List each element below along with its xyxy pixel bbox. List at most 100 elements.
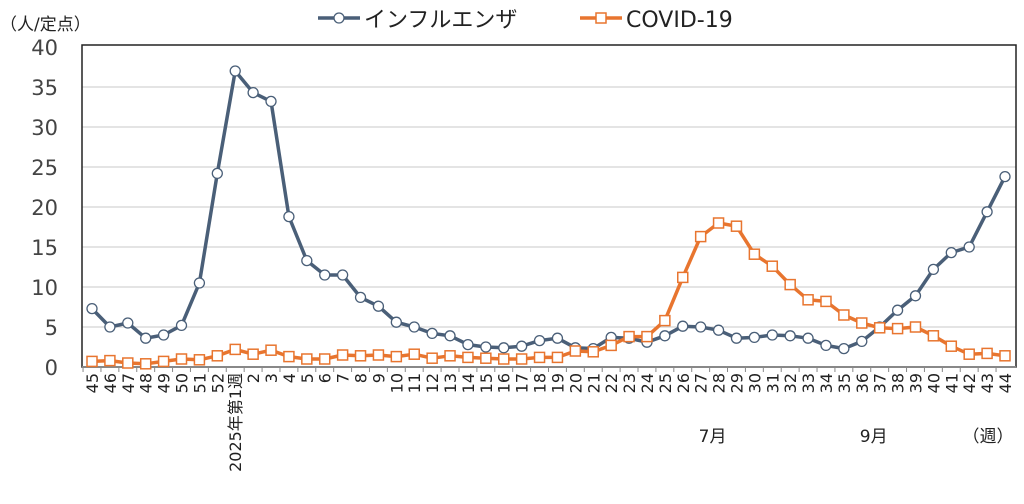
x-tick-label: 28 bbox=[710, 373, 729, 393]
x-tick-label: 16 bbox=[495, 373, 514, 393]
x-tick-label: 48 bbox=[137, 373, 156, 393]
data-point bbox=[927, 263, 940, 276]
data-point bbox=[211, 167, 223, 180]
data-point bbox=[838, 309, 850, 321]
data-point bbox=[498, 342, 510, 354]
data-point bbox=[104, 354, 116, 367]
data-point bbox=[265, 95, 277, 108]
data-point bbox=[480, 341, 492, 353]
data-point bbox=[784, 330, 796, 342]
data-point bbox=[283, 210, 295, 223]
data-point bbox=[945, 340, 958, 352]
data-point bbox=[981, 206, 993, 218]
data-point bbox=[175, 319, 188, 332]
x-tick-label: 30 bbox=[745, 373, 764, 393]
x-tick-label: 33 bbox=[799, 373, 818, 393]
data-point bbox=[426, 352, 438, 364]
series-line-influenza bbox=[90, 69, 1007, 351]
x-tick-label: 27 bbox=[692, 373, 711, 393]
x-tick-label: 12 bbox=[423, 373, 442, 393]
x-tick-label: 25 bbox=[656, 373, 675, 393]
data-point bbox=[139, 358, 152, 370]
x-tick-label: 7 bbox=[334, 373, 353, 383]
data-point bbox=[623, 330, 635, 343]
data-point bbox=[712, 217, 725, 229]
data-point bbox=[336, 349, 349, 361]
x-tick-label: 36 bbox=[853, 373, 872, 393]
data-point bbox=[873, 322, 886, 334]
data-point bbox=[551, 332, 564, 344]
x-tick-label: 18 bbox=[531, 373, 550, 393]
y-tick-label: 25 bbox=[31, 156, 58, 180]
data-point bbox=[175, 353, 188, 365]
x-tick-label: 24 bbox=[638, 373, 657, 393]
data-point bbox=[856, 335, 868, 348]
data-point bbox=[909, 290, 922, 302]
data-point bbox=[390, 316, 402, 328]
x-tick-label: 37 bbox=[871, 373, 890, 393]
x-tick-label: 5 bbox=[298, 373, 317, 383]
data-point bbox=[784, 278, 796, 291]
data-point bbox=[497, 353, 510, 365]
data-point bbox=[945, 246, 957, 259]
x-tick-label: 49 bbox=[155, 373, 174, 393]
x-tick-label: 2 bbox=[244, 373, 263, 383]
data-point bbox=[390, 350, 403, 363]
data-point bbox=[86, 355, 98, 368]
y-tick-label: 5 bbox=[45, 316, 58, 340]
data-point bbox=[515, 353, 528, 365]
data-point bbox=[247, 348, 259, 360]
data-point bbox=[444, 330, 456, 342]
legend-marker bbox=[333, 12, 345, 24]
data-point bbox=[193, 354, 206, 366]
x-tick-label: 14 bbox=[459, 373, 478, 393]
data-point bbox=[122, 317, 134, 329]
data-point bbox=[838, 342, 850, 355]
data-point bbox=[694, 230, 707, 243]
series-line-covid bbox=[91, 221, 1006, 366]
data-point bbox=[515, 340, 528, 352]
data-point bbox=[480, 352, 492, 364]
data-point bbox=[748, 248, 761, 260]
x-tick-label: 44 bbox=[996, 373, 1015, 393]
data-point bbox=[211, 350, 224, 362]
data-point bbox=[712, 324, 725, 336]
data-point bbox=[157, 329, 170, 341]
x-tick-label: 32 bbox=[781, 373, 800, 393]
data-point bbox=[730, 332, 743, 344]
data-point bbox=[695, 321, 707, 333]
x-tick-label: 41 bbox=[942, 373, 961, 393]
data-point bbox=[981, 347, 993, 360]
data-point bbox=[999, 170, 1011, 183]
x-tick-label: 21 bbox=[584, 373, 603, 393]
data-point bbox=[891, 304, 904, 316]
x-tick-label: 3 bbox=[262, 373, 281, 383]
data-point bbox=[569, 345, 582, 357]
x-tick-label: 45 bbox=[83, 373, 102, 393]
data-point bbox=[587, 346, 600, 358]
x-tick-label: 40 bbox=[924, 373, 943, 393]
data-point bbox=[372, 300, 385, 312]
data-point bbox=[820, 295, 832, 308]
data-point bbox=[336, 269, 349, 281]
month-label: 9月 bbox=[860, 427, 888, 447]
x-tick-label: 34 bbox=[817, 373, 836, 393]
x-tick-label: 13 bbox=[441, 373, 460, 393]
data-point bbox=[247, 86, 259, 99]
data-point bbox=[104, 321, 116, 333]
x-tick-label: 52 bbox=[208, 373, 227, 393]
x-tick-label: 43 bbox=[978, 373, 997, 393]
data-point bbox=[319, 269, 331, 281]
x-tick-label: 2025年第1週 bbox=[226, 373, 245, 472]
data-point bbox=[444, 350, 456, 362]
y-tick-label: 30 bbox=[31, 116, 58, 140]
data-point bbox=[265, 344, 277, 356]
data-point bbox=[909, 321, 922, 333]
x-tick-label: 15 bbox=[477, 373, 496, 393]
x-tick-label: 8 bbox=[352, 373, 371, 383]
data-point bbox=[372, 349, 385, 361]
y-tick-label: 10 bbox=[31, 276, 58, 300]
data-point bbox=[426, 327, 438, 340]
data-point bbox=[301, 353, 313, 365]
x-tick-label: 17 bbox=[513, 373, 532, 393]
